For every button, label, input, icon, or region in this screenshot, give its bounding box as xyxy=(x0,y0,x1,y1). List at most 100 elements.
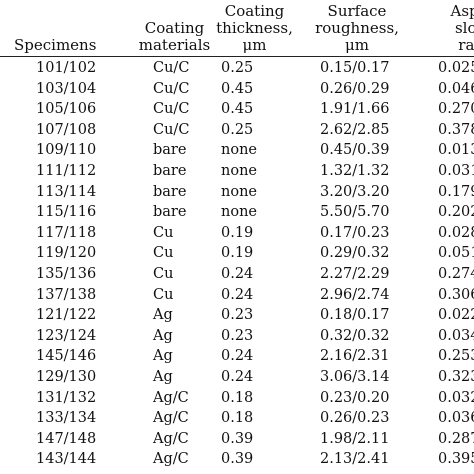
cell-coating-material: Cu/C xyxy=(138,55,211,79)
cell-specimen: 131/132 xyxy=(36,389,97,406)
cell-coating-material: bare xyxy=(153,204,187,221)
cell-specimen: 143/144 xyxy=(36,451,97,468)
cell-asperity-slope: 0.025/0 xyxy=(416,55,474,79)
table-row: 123/124 Ag 0.23 0.32/0.32 0.034/0 xyxy=(0,326,474,347)
header-asperity-slope-line-3: rads xyxy=(458,36,474,54)
table-row: 145/146 Ag 0.24 2.16/2.31 0.253/0 xyxy=(0,346,474,367)
cell-asperity-slope: 0.253/0 xyxy=(438,348,474,365)
cell-coating-thickness: 0.45 xyxy=(221,80,254,97)
header-surface-roughness: Surface roughness, μm xyxy=(298,0,416,57)
cell-asperity-slope: 0.274/0 xyxy=(438,265,474,282)
cell-surface-roughness: 0.17/0.23 xyxy=(320,224,390,241)
cell-specimen: 107/108 xyxy=(36,121,97,138)
cell-specimen: 105/106 xyxy=(36,101,97,118)
header-specimens: Specimens xyxy=(0,0,138,57)
cell-specimen: 113/114 xyxy=(36,183,97,200)
cell-asperity-slope: 0.022/0 xyxy=(438,307,474,324)
table-row: 131/132 Ag/C 0.18 0.23/0.20 0.032/0 xyxy=(0,388,474,409)
table-row: 113/114 bare none 3.20/3.20 0.179/0 xyxy=(0,182,474,203)
cell-asperity-slope: 0.270/0 xyxy=(438,101,474,118)
cell-surface-roughness: 0.32/0.32 xyxy=(320,327,390,344)
header-surface-roughness-line-2: roughness, xyxy=(315,19,399,37)
cell-coating-material: bare xyxy=(153,142,187,159)
cell-coating-material: Ag xyxy=(153,307,173,324)
cell-coating-thickness: 0.25 xyxy=(221,121,254,138)
cell-specimen: 123/124 xyxy=(36,327,97,344)
table-row: 121/122 Ag 0.23 0.18/0.17 0.022/0 xyxy=(0,305,474,326)
header-specimens-line-1: Specimens xyxy=(14,36,97,54)
header-surface-roughness-line-3: μm xyxy=(345,36,369,54)
cell-asperity-slope: 0.306/0 xyxy=(438,286,474,303)
cell-surface-roughness: 2.27/2.29 xyxy=(320,265,390,282)
cell-surface-roughness: 2.96/2.74 xyxy=(320,286,390,303)
cell-specimen: 111/112 xyxy=(36,162,97,179)
cell-coating-material: Ag/C xyxy=(153,451,189,468)
cell-coating-thickness: 0.23 xyxy=(221,327,254,344)
table-row: 147/148 Ag/C 0.39 1.98/2.11 0.287/0 xyxy=(0,429,474,450)
cell-specimen: 119/120 xyxy=(36,245,97,262)
table-row: 107/108 Cu/C 0.25 2.62/2.85 0.378/0 xyxy=(0,120,474,141)
cell-asperity-slope: 0.034/0 xyxy=(438,327,474,344)
header-coating-thickness-line-2: thickness, xyxy=(216,19,293,37)
cell-surface-roughness: 0.15/0.17 xyxy=(298,55,416,79)
cell-coating-thickness: 0.39 xyxy=(221,430,254,447)
cell-asperity-slope: 0.179/0 xyxy=(438,183,474,200)
header-row: Specimens Coating materials Coating thic… xyxy=(0,0,474,57)
cell-surface-roughness: 3.20/3.20 xyxy=(320,183,390,200)
cell-coating-thickness: 0.19 xyxy=(221,224,254,241)
cell-coating-thickness: none xyxy=(221,142,257,159)
cell-coating-material: bare xyxy=(153,162,187,179)
cell-surface-roughness: 1.32/1.32 xyxy=(320,162,390,179)
cell-coating-material: Ag xyxy=(153,348,173,365)
cell-surface-roughness: 0.45/0.39 xyxy=(320,142,390,159)
table-row: 119/120 Cu 0.19 0.29/0.32 0.051/0 xyxy=(0,243,474,264)
cell-surface-roughness: 0.23/0.20 xyxy=(320,389,390,406)
cell-specimen: 101/102 xyxy=(0,55,138,79)
table-body: 101/102Cu/C0.250.15/0.170.025/0103/104Cu… xyxy=(0,55,474,470)
cell-coating-thickness: 0.25 xyxy=(211,55,298,79)
cell-coating-thickness: 0.18 xyxy=(221,410,254,427)
cell-asperity-slope: 0.051/0 xyxy=(438,245,474,262)
cell-surface-roughness: 0.29/0.32 xyxy=(320,245,390,262)
cell-coating-material: Cu xyxy=(153,286,174,303)
cell-specimen: 147/148 xyxy=(36,430,97,447)
cell-asperity-slope: 0.046/0 xyxy=(438,80,474,97)
cell-surface-roughness: 1.91/1.66 xyxy=(320,101,390,118)
cell-coating-thickness: 0.18 xyxy=(221,389,254,406)
cell-asperity-slope: 0.036/0 xyxy=(438,410,474,427)
cell-specimen: 117/118 xyxy=(36,224,97,241)
cell-coating-thickness: none xyxy=(221,204,257,221)
cell-surface-roughness: 0.26/0.29 xyxy=(320,80,390,97)
header-coating-thickness-line-1: Coating xyxy=(224,2,285,20)
header-asperity-slope-line-1: Asperi xyxy=(450,2,474,20)
cell-specimen: 137/138 xyxy=(36,286,97,303)
cell-coating-thickness: 0.45 xyxy=(221,101,254,118)
header-coating-materials: Coating materials xyxy=(138,0,211,57)
table-row: 135/136 Cu 0.24 2.27/2.29 0.274/0 xyxy=(0,264,474,285)
cell-coating-material: Cu xyxy=(153,265,174,282)
cell-asperity-slope: 0.031/0 xyxy=(438,162,474,179)
cell-asperity-slope: 0.028/0 xyxy=(438,224,474,241)
table-row: 117/118 Cu 0.19 0.17/0.23 0.028/0 xyxy=(0,223,474,244)
cell-surface-roughness: 2.13/2.41 xyxy=(320,451,390,468)
cell-surface-roughness: 0.18/0.17 xyxy=(320,307,390,324)
cell-coating-thickness: 0.24 xyxy=(221,368,254,385)
table-row: 133/134 Ag/C 0.18 0.26/0.23 0.036/0 xyxy=(0,408,474,429)
cell-coating-material: Ag/C xyxy=(153,430,189,447)
cell-specimen: 133/134 xyxy=(36,410,97,427)
cell-coating-material: Ag/C xyxy=(153,389,189,406)
cell-surface-roughness: 2.62/2.85 xyxy=(320,121,390,138)
cell-specimen: 121/122 xyxy=(36,307,97,324)
cell-surface-roughness: 1.98/2.11 xyxy=(320,430,390,447)
cell-coating-thickness: 0.24 xyxy=(221,286,254,303)
cell-coating-material: Cu/C xyxy=(153,121,190,138)
cell-coating-thickness: 0.19 xyxy=(221,245,254,262)
cell-coating-thickness: none xyxy=(221,183,257,200)
cell-surface-roughness: 0.26/0.23 xyxy=(320,410,390,427)
cell-surface-roughness: 5.50/5.70 xyxy=(320,204,390,221)
cell-asperity-slope: 0.287/0 xyxy=(438,430,474,447)
cell-asperity-slope: 0.378/0 xyxy=(438,121,474,138)
cell-surface-roughness: 3.06/3.14 xyxy=(320,368,390,385)
